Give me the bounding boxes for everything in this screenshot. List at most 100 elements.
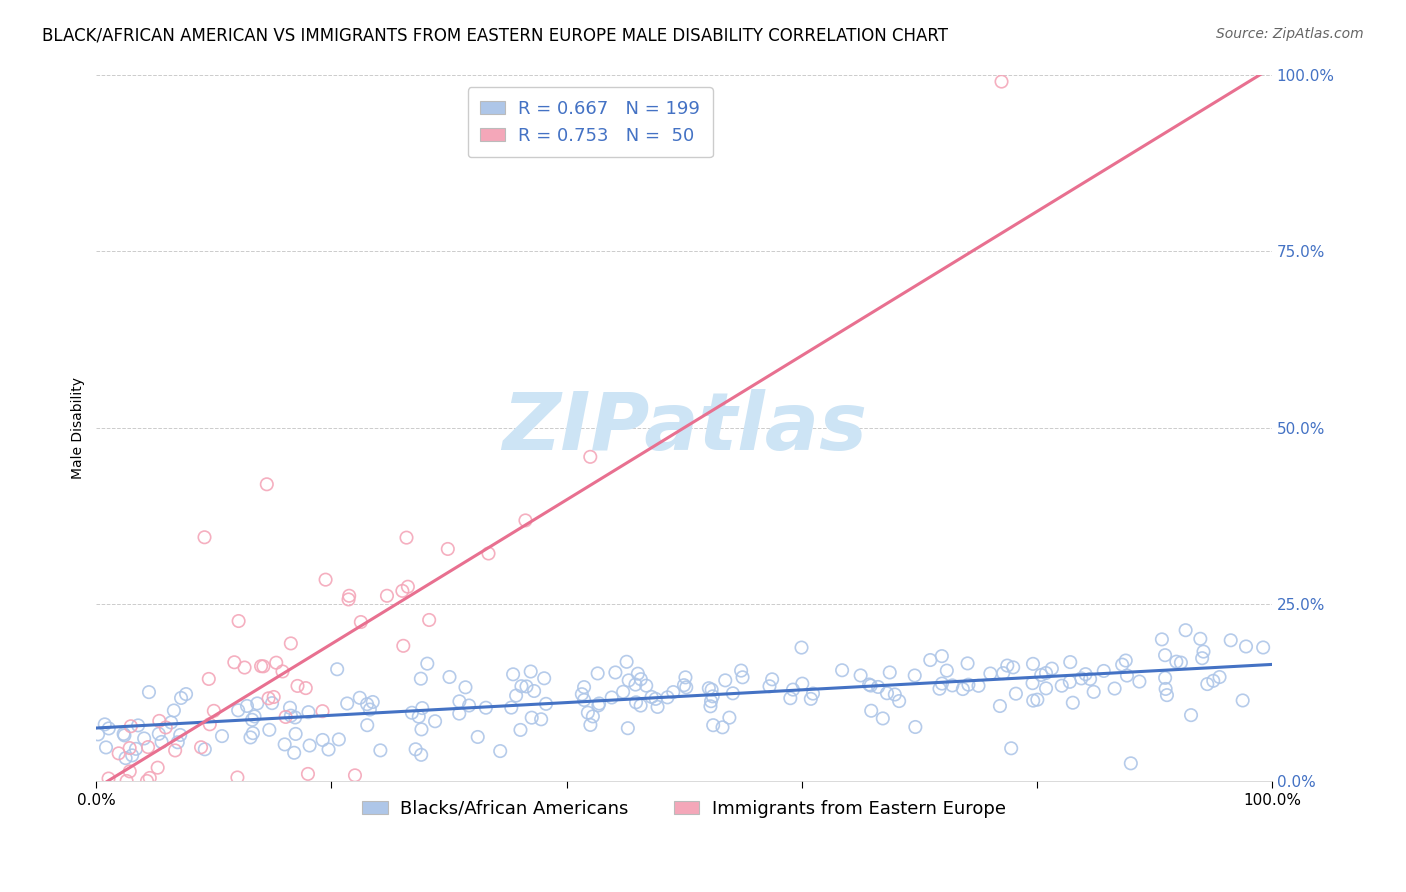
Point [640, 690, 662, 704]
Point [284, 710, 307, 724]
Point [87, 727, 110, 741]
Point [174, 687, 197, 701]
Point [1002, 660, 1025, 674]
Point [370, 743, 392, 757]
Point [280, 708, 302, 723]
Point [1154, 671, 1177, 685]
Point [1166, 655, 1188, 669]
Point [509, 723, 531, 737]
Point [118, 741, 141, 756]
Point [675, 681, 697, 695]
Point [256, 477, 278, 491]
Point [967, 679, 990, 693]
Point [115, 774, 138, 789]
Point [600, 690, 623, 705]
Point [1154, 681, 1177, 696]
Point [1202, 673, 1225, 688]
Point [271, 665, 294, 679]
Point [396, 580, 419, 594]
Point [297, 705, 319, 719]
Point [636, 679, 658, 693]
Point [294, 681, 316, 695]
Point [146, 761, 169, 775]
Point [515, 680, 537, 694]
Point [228, 614, 250, 628]
Point [259, 723, 281, 737]
Point [337, 592, 360, 607]
Point [988, 698, 1011, 713]
Point [859, 679, 882, 693]
Point [120, 719, 142, 733]
Point [931, 649, 953, 664]
Point [262, 696, 284, 710]
Point [489, 744, 512, 758]
Point [792, 676, 814, 690]
Point [501, 700, 523, 714]
Point [273, 738, 295, 752]
Point [904, 668, 927, 682]
Point [1154, 648, 1177, 663]
Point [1170, 656, 1192, 670]
Point [702, 718, 724, 732]
Point [530, 712, 553, 726]
Point [904, 720, 927, 734]
Point [588, 697, 610, 711]
Point [163, 704, 186, 718]
Point [523, 684, 546, 698]
Point [477, 547, 499, 561]
Point [1104, 681, 1126, 696]
Point [630, 672, 652, 686]
Point [1251, 640, 1274, 655]
Point [190, 740, 212, 755]
Point [519, 665, 541, 679]
Point [731, 670, 754, 684]
Point [990, 74, 1012, 88]
Point [114, 728, 136, 742]
Point [148, 714, 170, 728]
Point [1031, 668, 1053, 682]
Point [644, 691, 666, 706]
Point [662, 685, 685, 699]
Point [169, 728, 191, 742]
Point [337, 589, 360, 603]
Point [1035, 681, 1057, 696]
Point [779, 691, 801, 706]
Point [761, 673, 783, 687]
Point [257, 691, 280, 706]
Point [315, 573, 337, 587]
Point [197, 672, 219, 686]
Point [1208, 670, 1230, 684]
Point [1189, 632, 1212, 646]
Point [702, 690, 724, 704]
Point [1078, 672, 1101, 686]
Point [1128, 674, 1150, 689]
Point [423, 714, 446, 729]
Point [278, 700, 301, 714]
Point [879, 665, 901, 680]
Point [993, 666, 1015, 681]
Point [94, 717, 117, 731]
Point [121, 748, 143, 763]
Point [297, 767, 319, 781]
Point [928, 681, 950, 696]
Point [1083, 685, 1105, 699]
Point [401, 706, 423, 720]
Point [356, 697, 378, 711]
Point [1059, 674, 1081, 689]
Point [136, 774, 159, 789]
Point [586, 666, 609, 681]
Point [790, 640, 813, 655]
Point [287, 679, 309, 693]
Point [572, 680, 595, 694]
Point [647, 700, 669, 714]
Point [831, 663, 853, 677]
Point [170, 690, 193, 705]
Point [114, 751, 136, 765]
Point [405, 742, 427, 756]
Point [952, 681, 974, 696]
Point [1180, 708, 1202, 723]
Point [350, 615, 373, 629]
Point [502, 667, 524, 681]
Point [711, 720, 734, 734]
Point [311, 733, 333, 747]
